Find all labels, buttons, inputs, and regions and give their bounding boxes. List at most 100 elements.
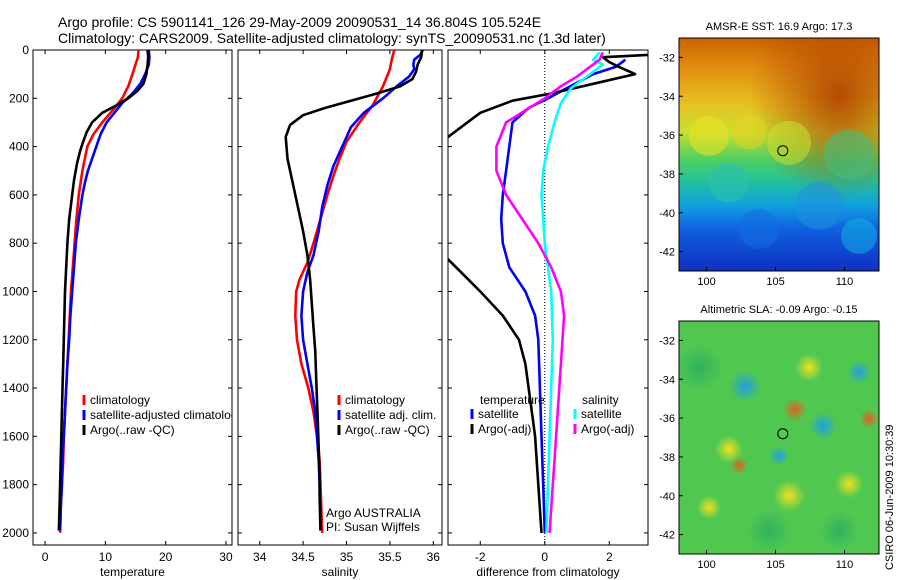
legend-label: satellite-adjusted climatology bbox=[90, 408, 243, 422]
x-tick-label: -2 bbox=[475, 550, 486, 564]
y-tick-label: -42 bbox=[659, 530, 675, 542]
sla-feature bbox=[697, 495, 721, 520]
legend-label: satellite adj. clim. bbox=[345, 408, 436, 422]
x-axis-label: salinity bbox=[322, 565, 359, 579]
salinity-panel: 34 34.5 35 35.5 36 salinity bbox=[237, 49, 443, 579]
x-tick-label: 34.5 bbox=[291, 550, 315, 564]
legend-label: climatology bbox=[90, 393, 150, 407]
sla-feature bbox=[773, 479, 805, 512]
map-frame bbox=[678, 320, 880, 555]
y-tick-label: 1600 bbox=[2, 429, 29, 443]
legend-difference: temperaturesatelliteArgo(-adj)salinitysa… bbox=[470, 393, 634, 436]
y-tick-label: 1400 bbox=[2, 381, 29, 395]
legend-label: Argo(..raw -QC) bbox=[90, 423, 175, 437]
y-tick-label: 600 bbox=[9, 188, 29, 202]
x-tick-label: 100 bbox=[697, 276, 715, 288]
plot-frame bbox=[32, 49, 233, 546]
sla-feature bbox=[679, 343, 723, 392]
y-tick-label: -42 bbox=[659, 247, 675, 259]
sla-feature bbox=[730, 456, 748, 475]
map-frame bbox=[678, 37, 880, 272]
sst-feature bbox=[824, 129, 874, 180]
y-tick-label: 0 bbox=[22, 43, 29, 57]
series-line bbox=[499, 58, 627, 533]
y-tick-label: -36 bbox=[659, 413, 675, 425]
creation-timestamp: CSIRO 06-Jun-2009 10:30:39 bbox=[884, 424, 896, 570]
legend-title: salinity bbox=[582, 393, 619, 407]
y-tick-label: 2000 bbox=[2, 526, 29, 540]
sst-feature bbox=[795, 181, 843, 230]
y-tick-label: 1000 bbox=[2, 284, 29, 298]
y-tick-label: 1200 bbox=[2, 333, 29, 347]
x-tick-label: 105 bbox=[766, 276, 784, 288]
y-tick-label: -38 bbox=[659, 169, 675, 181]
x-tick-label: 34 bbox=[253, 550, 267, 564]
y-tick-label: 400 bbox=[9, 140, 29, 154]
series-line bbox=[540, 51, 605, 533]
x-tick-label: 35.5 bbox=[378, 550, 402, 564]
float-location-marker bbox=[777, 145, 789, 157]
sla-feature bbox=[729, 370, 761, 403]
legend-label: Argo(-adj) bbox=[581, 422, 634, 436]
plot-frame bbox=[447, 49, 649, 546]
x-tick-label: 30 bbox=[219, 550, 233, 564]
y-tick-label: -40 bbox=[659, 208, 675, 220]
sst-feature bbox=[689, 115, 729, 156]
sla-feature bbox=[809, 411, 837, 440]
y-tick-label: -32 bbox=[659, 335, 675, 347]
x-tick-label: 100 bbox=[697, 559, 715, 571]
sla-feature bbox=[859, 408, 879, 429]
map-title: Altimetric SLA: -0.09 Argo: -0.15 bbox=[700, 304, 857, 316]
temperature-panel: 0 200 400 600 800 1000 1200 1400 1600 1800 2000 0 10… bbox=[2, 43, 233, 579]
y-tick-label: 800 bbox=[9, 236, 29, 250]
sla-feature bbox=[747, 508, 791, 553]
sst-feature bbox=[731, 113, 767, 150]
series-line bbox=[448, 53, 648, 533]
x-tick-label: 0 bbox=[42, 550, 49, 564]
sla-feature bbox=[783, 397, 807, 422]
sst-feature bbox=[739, 209, 779, 250]
legend-label: climatology bbox=[345, 393, 405, 407]
x-tick-label: 36 bbox=[427, 550, 441, 564]
map-title: AMSR-E SST: 16.9 Argo: 17.3 bbox=[706, 21, 853, 33]
sla-feature bbox=[769, 446, 789, 467]
y-tick-label: -36 bbox=[659, 130, 675, 142]
legend-label: satellite bbox=[581, 407, 622, 421]
series-group bbox=[57, 50, 151, 533]
series-line bbox=[57, 50, 150, 531]
sla-feature bbox=[819, 510, 859, 551]
x-tick-label: 0 bbox=[541, 550, 548, 564]
legend-title: temperature bbox=[480, 393, 545, 407]
x-tick-label: 105 bbox=[766, 559, 784, 571]
sst-feature bbox=[709, 162, 749, 203]
sla-map: Altimetric SLA: -0.09 Argo: -0.15 100 105 1… bbox=[659, 304, 880, 571]
legend-label: Argo(..raw -QC) bbox=[345, 423, 430, 437]
sla-feature bbox=[715, 435, 743, 464]
y-tick-label: -34 bbox=[659, 374, 675, 386]
y-tick-label: -34 bbox=[659, 91, 675, 103]
sst-map: AMSR-E SST: 16.9 Argo: 17.3 100 105 110 -32 -… bbox=[659, 21, 880, 288]
sla-feature bbox=[835, 470, 863, 499]
legend-label: Argo(-adj) bbox=[478, 422, 531, 436]
y-tick-label: 1800 bbox=[2, 478, 29, 492]
figure-title-line2: Climatology: CARS2009. Satellite-adjuste… bbox=[58, 30, 606, 46]
legend-label: satellite bbox=[478, 407, 519, 421]
sla-feature bbox=[795, 353, 823, 382]
sst-feature bbox=[767, 120, 811, 165]
series-line bbox=[58, 50, 151, 531]
x-tick-label: 110 bbox=[836, 559, 854, 571]
series-line bbox=[495, 51, 604, 533]
x-tick-label: 110 bbox=[836, 276, 854, 288]
series-line bbox=[300, 50, 425, 531]
series-group bbox=[284, 50, 425, 533]
series-line bbox=[284, 50, 424, 531]
x-tick-label: 2 bbox=[606, 550, 613, 564]
y-tick-label: 200 bbox=[9, 91, 29, 105]
y-tick-label: -32 bbox=[659, 52, 675, 64]
sst-feature bbox=[841, 218, 877, 255]
map-field bbox=[679, 38, 879, 271]
